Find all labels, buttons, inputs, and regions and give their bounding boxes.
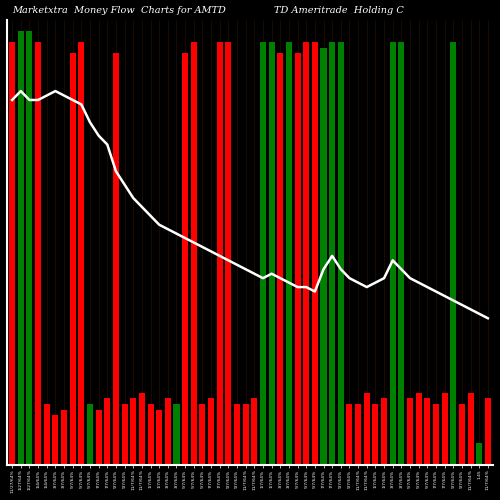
Bar	[122, 404, 128, 466]
Bar	[9, 42, 15, 466]
Bar	[44, 404, 50, 466]
Bar	[476, 443, 482, 466]
Bar	[433, 404, 439, 466]
Bar	[252, 398, 258, 466]
Bar	[35, 42, 41, 466]
Bar	[442, 393, 448, 466]
Bar	[26, 31, 32, 466]
Bar	[113, 53, 119, 466]
Bar	[165, 398, 171, 466]
Bar	[242, 404, 248, 466]
Bar	[190, 42, 197, 466]
Bar	[96, 410, 102, 466]
Bar	[200, 404, 205, 466]
Bar	[277, 53, 283, 466]
Bar	[303, 42, 310, 466]
Bar	[52, 415, 59, 466]
Bar	[355, 404, 361, 466]
Bar	[156, 410, 162, 466]
Bar	[130, 398, 136, 466]
Bar	[329, 42, 335, 466]
Bar	[294, 53, 300, 466]
Bar	[70, 53, 75, 466]
Bar	[286, 42, 292, 466]
Bar	[390, 42, 396, 466]
Bar	[87, 404, 93, 466]
Bar	[78, 42, 84, 466]
Bar	[226, 42, 232, 466]
Bar	[459, 404, 465, 466]
Bar	[320, 48, 326, 466]
Bar	[398, 42, 404, 466]
Text: Marketxtra  Money Flow  Charts for AMTD: Marketxtra Money Flow Charts for AMTD	[12, 6, 226, 16]
Bar	[338, 42, 344, 466]
Bar	[104, 398, 110, 466]
Bar	[174, 404, 180, 466]
Bar	[364, 393, 370, 466]
Bar	[268, 42, 274, 466]
Bar	[139, 393, 145, 466]
Bar	[61, 410, 67, 466]
Text: TD Ameritrade  Holding C: TD Ameritrade Holding C	[274, 6, 404, 16]
Bar	[208, 398, 214, 466]
Bar	[485, 398, 491, 466]
Bar	[182, 53, 188, 466]
Bar	[216, 42, 223, 466]
Bar	[450, 42, 456, 466]
Bar	[416, 393, 422, 466]
Bar	[346, 404, 352, 466]
Bar	[148, 404, 154, 466]
Bar	[372, 404, 378, 466]
Bar	[18, 31, 24, 466]
Bar	[381, 398, 387, 466]
Bar	[407, 398, 413, 466]
Bar	[312, 42, 318, 466]
Bar	[424, 398, 430, 466]
Bar	[260, 42, 266, 466]
Bar	[468, 393, 473, 466]
Bar	[234, 404, 240, 466]
